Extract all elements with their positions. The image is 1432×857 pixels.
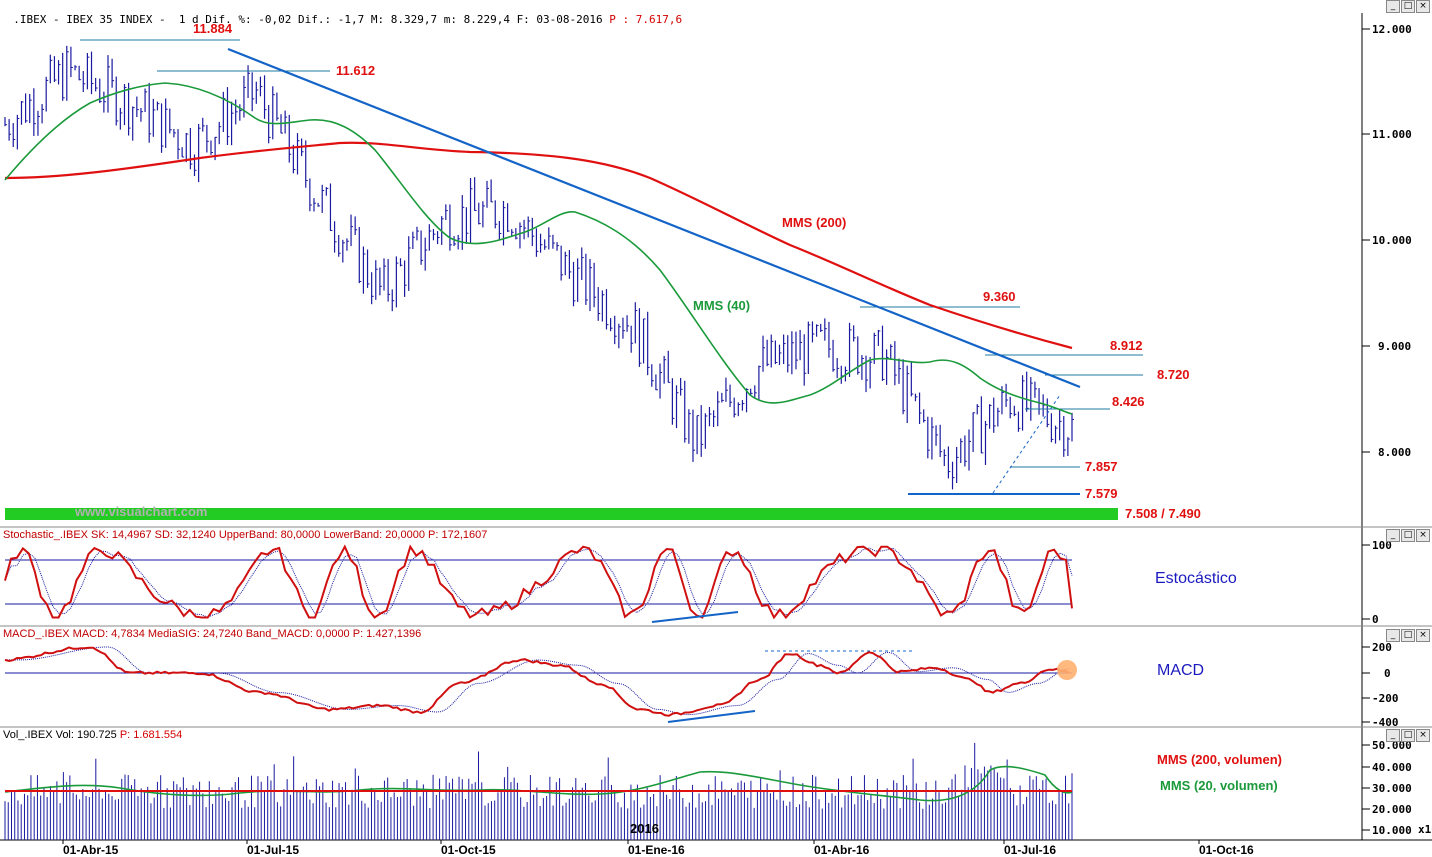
- x-axis: 01-Abr-15 01-Jul-15 01-Oct-15 01-Ene-16 …: [62, 840, 1254, 857]
- x-tick-jul15: 01-Jul-15: [247, 843, 299, 857]
- price-labels: 11.884 11.612 MMS (200) MMS (40) 9.360 8…: [193, 21, 1201, 521]
- label-7857: 7.857: [1085, 459, 1118, 474]
- vol-header-value: P: 1.681.554: [120, 729, 182, 741]
- vol-minimize-button[interactable]: _: [1386, 729, 1400, 742]
- macd-maximize-button[interactable]: □: [1401, 629, 1415, 642]
- macd-window-buttons: _ □ ×: [1386, 629, 1430, 642]
- price-level-lines: [80, 39, 1143, 495]
- stoch-minimize-button[interactable]: _: [1386, 529, 1400, 542]
- label-8912: 8.912: [1110, 338, 1143, 353]
- x-tick-oct15: 01-Oct-15: [441, 843, 496, 857]
- label-8426: 8.426: [1112, 394, 1145, 409]
- vol-mms200-label: MMS (200, volumen): [1157, 752, 1282, 767]
- stoch-header: Stochastic_.IBEX SK: 14,4967 SD: 32,1240…: [3, 529, 487, 541]
- maximize-button[interactable]: □: [1401, 0, 1415, 13]
- x-tick-abr16: 01-Abr-16: [814, 843, 870, 857]
- label-mms200: MMS (200): [782, 215, 846, 230]
- x-tick-oct16: 01-Oct-16: [1199, 843, 1254, 857]
- watermark: www.visualchart.com: [74, 504, 207, 519]
- vol-maximize-button[interactable]: □: [1401, 729, 1415, 742]
- macd-highlight-circle: [1057, 660, 1077, 680]
- vol-year-label: 2016: [630, 821, 659, 836]
- macd-close-button[interactable]: ×: [1416, 629, 1430, 642]
- macd-title: MACD: [1157, 662, 1204, 679]
- support-zone-bar: [5, 508, 1118, 520]
- stoch-divergence-line: [651, 611, 739, 623]
- stoch-sk-line: [4, 544, 1073, 620]
- minimize-button[interactable]: _: [1386, 0, 1400, 13]
- macd-signal-line: [5, 646, 1070, 716]
- price-tick-8000: 8.000: [1378, 446, 1411, 459]
- stoch-maximize-button[interactable]: □: [1401, 529, 1415, 542]
- x-tick-ene16: 01-Ene-16: [628, 843, 685, 857]
- vol-scale-label: x10: [1418, 823, 1432, 836]
- macd-tick-minus200: -200: [1372, 692, 1399, 705]
- macd-minimize-button[interactable]: _: [1386, 629, 1400, 642]
- vol-header: Vol_.IBEX Vol: 190.725 P: 1.681.554: [3, 729, 182, 741]
- label-9360: 9.360: [983, 289, 1016, 304]
- stoch-title: Estocástico: [1155, 570, 1237, 587]
- macd-tick-0: 0: [1384, 667, 1391, 680]
- x-tick-jul16: 01-Jul-16: [1004, 843, 1056, 857]
- vol-tick-30000: 30.000: [1372, 782, 1412, 795]
- macd-y-axis: 200 0 -200 -400: [1362, 641, 1399, 729]
- macd-tick-200: 200: [1372, 641, 1392, 654]
- label-7579: 7.579: [1085, 486, 1118, 501]
- stoch-sd-line: [4, 547, 1073, 618]
- vol-header-text: Vol_.IBEX Vol: 190.725: [3, 729, 120, 741]
- vol-window-buttons: _ □ ×: [1386, 729, 1430, 742]
- stoch-y-axis: 100 0: [1362, 539, 1392, 626]
- label-mms40: MMS (40): [693, 298, 750, 313]
- label-8720: 8.720: [1157, 367, 1190, 382]
- vol-tick-40000: 40.000: [1372, 761, 1412, 774]
- price-header: .IBEX - IBEX 35 INDEX - 1 d Dif. %: -0,0…: [0, 0, 1432, 26]
- price-tick-10000: 10.000: [1372, 234, 1412, 247]
- label-11884: 11.884: [193, 21, 233, 36]
- price-tick-11000: 11.000: [1372, 128, 1412, 141]
- price-window-buttons: _ □ ×: [1386, 0, 1430, 13]
- vol-close-button[interactable]: ×: [1416, 729, 1430, 742]
- label-11612: 11.612: [336, 63, 375, 78]
- stoch-tick-100: 100: [1372, 539, 1392, 552]
- main-downtrend-line: [227, 47, 1081, 389]
- price-tick-9000: 9.000: [1378, 340, 1411, 353]
- stoch-close-button[interactable]: ×: [1416, 529, 1430, 542]
- vol-tick-10000: 10.000: [1372, 824, 1412, 837]
- label-support-zone: 7.508 / 7.490: [1125, 506, 1201, 521]
- vol-mms20-label: MMS (20, volumen): [1160, 778, 1278, 793]
- price-tick-12000: 12.000: [1372, 23, 1412, 36]
- mms200-line: [4, 141, 1073, 350]
- vol-tick-20000: 20.000: [1372, 803, 1412, 816]
- vol-y-axis: 50.000 40.000 30.000 20.000 10.000 x10: [1362, 739, 1432, 837]
- price-bars: [4, 45, 1074, 490]
- macd-tick-minus400: -400: [1372, 716, 1399, 729]
- macd-line: [4, 646, 1070, 717]
- price-header-value: P : 7.617,6: [609, 13, 683, 26]
- uptrend-dashed-line: [992, 394, 1061, 494]
- price-header-text: .IBEX - IBEX 35 INDEX - 1 d Dif. %: -0,0…: [13, 13, 610, 26]
- mms40-line: [4, 82, 1073, 415]
- x-tick-abr15: 01-Abr-15: [63, 843, 119, 857]
- price-y-axis: 12.000 11.000 10.000 9.000 8.000: [1362, 23, 1412, 459]
- stoch-window-buttons: _ □ ×: [1386, 529, 1430, 542]
- close-button[interactable]: ×: [1416, 0, 1430, 13]
- vol-tick-50000: 50.000: [1372, 739, 1412, 752]
- stoch-tick-0: 0: [1372, 613, 1379, 626]
- macd-header: MACD_.IBEX MACD: 4,7834 MediaSIG: 24,724…: [3, 628, 421, 640]
- vol-mms20-line: [4, 765, 1073, 802]
- macd-divergence-line: [667, 710, 756, 723]
